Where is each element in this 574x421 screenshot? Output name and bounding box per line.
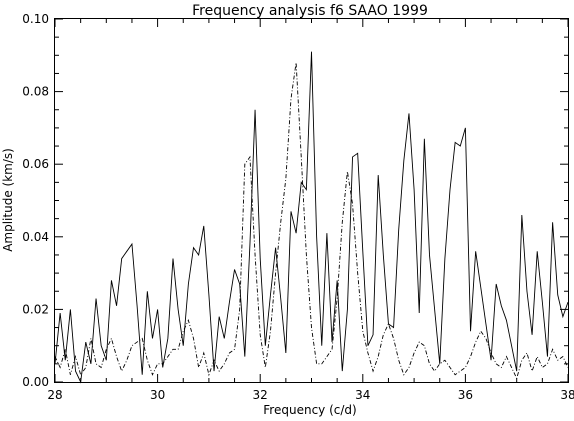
x-axis-label: Frequency (c/d) — [263, 403, 356, 417]
x-tick-label: 30 — [150, 388, 165, 402]
plot-frame — [54, 18, 569, 383]
x-tick-label: 36 — [458, 388, 473, 402]
y-tick-label: 0.00 — [22, 375, 49, 389]
y-tick-label: 0.06 — [22, 157, 49, 171]
x-tick-label: 32 — [253, 388, 268, 402]
chart-title: Frequency analysis f6 SAAO 1999 — [192, 3, 428, 19]
x-tick-label: 34 — [355, 388, 370, 402]
series-group — [54, 51, 569, 384]
series-line-solid — [54, 51, 569, 384]
y-tick-label: 0.02 — [22, 302, 49, 316]
x-tick-label: 28 — [47, 388, 62, 402]
axis-ticks: 28 30 32 34 36 38 0.00 0.02 0.04 0.06 0.08 0.10 — [22, 12, 574, 402]
y-tick-label: 0.10 — [22, 12, 49, 26]
y-tick-label: 0.04 — [22, 230, 49, 244]
y-axis-label: Amplitude (km/s) — [1, 148, 15, 252]
series-line-dashed — [54, 62, 569, 380]
y-tick-label: 0.08 — [22, 85, 49, 99]
x-tick-label: 38 — [560, 388, 574, 402]
